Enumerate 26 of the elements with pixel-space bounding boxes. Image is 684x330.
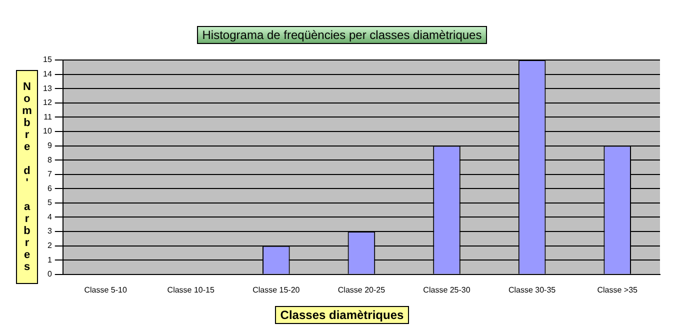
x-tick-label: Classe 5-10 <box>84 285 128 294</box>
y-axis-title: Nombre d' arbres <box>21 81 33 273</box>
x-axis-title: Classes diamètriques <box>275 306 409 324</box>
x-tick-label: Classe 10-15 <box>167 285 215 294</box>
y-tick-label: 12 <box>42 98 52 108</box>
x-tick-label: Classe 15-20 <box>252 285 300 294</box>
y-tick-label: 11 <box>44 112 52 122</box>
chart-title: Histograma de freqüències per classes diamètriques <box>197 26 487 44</box>
y-tick-label: 15 <box>42 55 52 64</box>
y-tick-label: 5 <box>47 198 52 208</box>
x-tick-label: Classe 25-30 <box>423 285 471 294</box>
y-tick-label: 4 <box>47 212 52 222</box>
x-tick-label: Classe 20-25 <box>338 285 386 294</box>
x-tick-label: Classe >35 <box>597 285 638 294</box>
y-tick-label: 10 <box>42 126 52 136</box>
y-tick-label: 0 <box>47 270 52 279</box>
y-tick-label: 9 <box>47 140 52 150</box>
y-tick-label: 14 <box>42 69 52 78</box>
x-tick-label: Classe 30-35 <box>508 285 556 294</box>
y-tick-label: 13 <box>42 84 52 93</box>
y-tick-label: 7 <box>47 170 52 179</box>
y-tick-label: 3 <box>47 226 52 236</box>
y-tick-label: 1 <box>47 255 52 264</box>
y-tick-label: 8 <box>47 155 52 164</box>
y-tick-label: 2 <box>47 241 52 250</box>
y-tick-label: 6 <box>47 184 52 193</box>
